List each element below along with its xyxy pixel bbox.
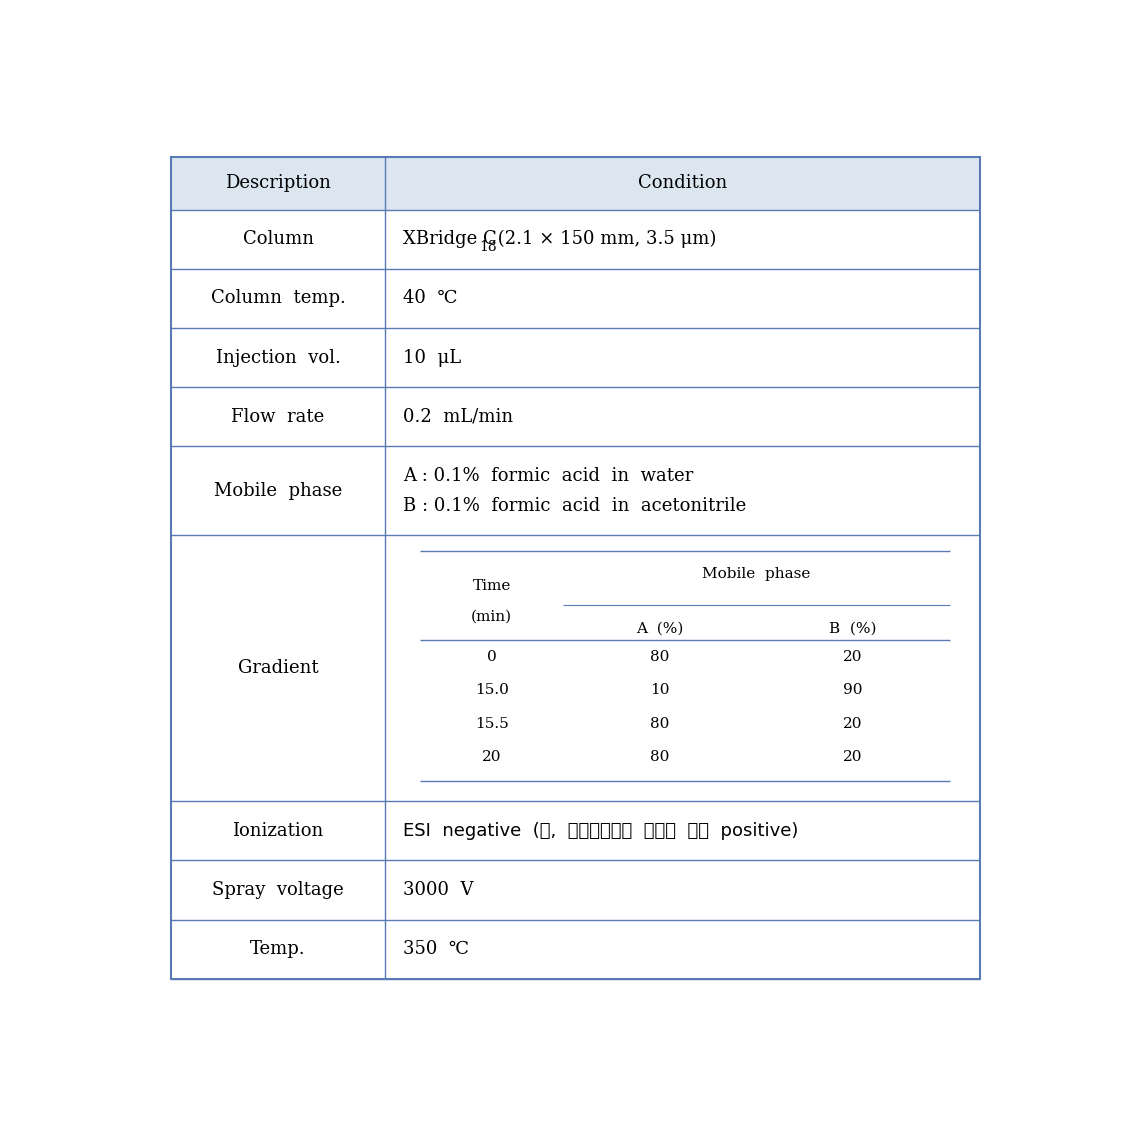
Bar bbox=[171, 387, 980, 446]
Text: 15.5: 15.5 bbox=[475, 717, 509, 731]
Bar bbox=[171, 156, 980, 210]
Text: 10  μL: 10 μL bbox=[403, 348, 460, 366]
Text: 20: 20 bbox=[843, 717, 862, 731]
Text: Mobile  phase: Mobile phase bbox=[702, 568, 811, 581]
Text: A  (%): A (%) bbox=[636, 622, 684, 635]
Text: 3000  V: 3000 V bbox=[403, 881, 473, 899]
Text: ESI  negative  (단,  플로르페니콜  아민의  경우  positive): ESI negative (단, 플로르페니콜 아민의 경우 positive) bbox=[403, 822, 798, 840]
Text: Gradient: Gradient bbox=[238, 659, 319, 677]
Text: Description: Description bbox=[225, 174, 331, 192]
Text: (2.1 × 150 mm, 3.5 μm): (2.1 × 150 mm, 3.5 μm) bbox=[492, 230, 716, 248]
Text: Condition: Condition bbox=[638, 174, 728, 192]
Text: XBridge C: XBridge C bbox=[403, 230, 496, 248]
Text: 15.0: 15.0 bbox=[475, 683, 509, 697]
Bar bbox=[171, 328, 980, 387]
Text: A : 0.1%  formic  acid  in  water: A : 0.1% formic acid in water bbox=[403, 466, 693, 484]
Text: Column  temp.: Column temp. bbox=[211, 290, 346, 308]
Text: B : 0.1%  formic  acid  in  acetonitrile: B : 0.1% formic acid in acetonitrile bbox=[403, 497, 746, 515]
Bar bbox=[171, 446, 980, 535]
Text: 20: 20 bbox=[482, 750, 501, 764]
Bar bbox=[171, 535, 980, 801]
Text: 18: 18 bbox=[480, 241, 497, 254]
Bar bbox=[171, 210, 980, 269]
Bar bbox=[171, 269, 980, 328]
Bar bbox=[171, 919, 980, 979]
Text: 0.2  mL/min: 0.2 mL/min bbox=[403, 408, 513, 426]
Text: 80: 80 bbox=[650, 717, 669, 731]
Text: 80: 80 bbox=[650, 750, 669, 764]
Text: 40  ℃: 40 ℃ bbox=[403, 290, 457, 308]
Bar bbox=[171, 801, 980, 860]
Text: 0: 0 bbox=[486, 650, 496, 663]
Text: Spray  voltage: Spray voltage bbox=[212, 881, 344, 899]
Text: Ionization: Ionization bbox=[232, 822, 323, 840]
Text: Column: Column bbox=[243, 230, 313, 248]
Text: Temp.: Temp. bbox=[250, 940, 305, 958]
Text: Mobile  phase: Mobile phase bbox=[214, 482, 343, 500]
Text: Flow  rate: Flow rate bbox=[231, 408, 325, 426]
Text: 80: 80 bbox=[650, 650, 669, 663]
Text: 10: 10 bbox=[650, 683, 669, 697]
Text: (min): (min) bbox=[471, 609, 512, 624]
Text: 90: 90 bbox=[843, 683, 862, 697]
Text: B  (%): B (%) bbox=[830, 622, 877, 635]
Text: 20: 20 bbox=[843, 650, 862, 663]
Bar bbox=[171, 860, 980, 919]
Text: Time: Time bbox=[473, 579, 511, 593]
Text: Injection  vol.: Injection vol. bbox=[216, 348, 340, 366]
Text: 350  ℃: 350 ℃ bbox=[403, 940, 468, 958]
Text: 20: 20 bbox=[843, 750, 862, 764]
